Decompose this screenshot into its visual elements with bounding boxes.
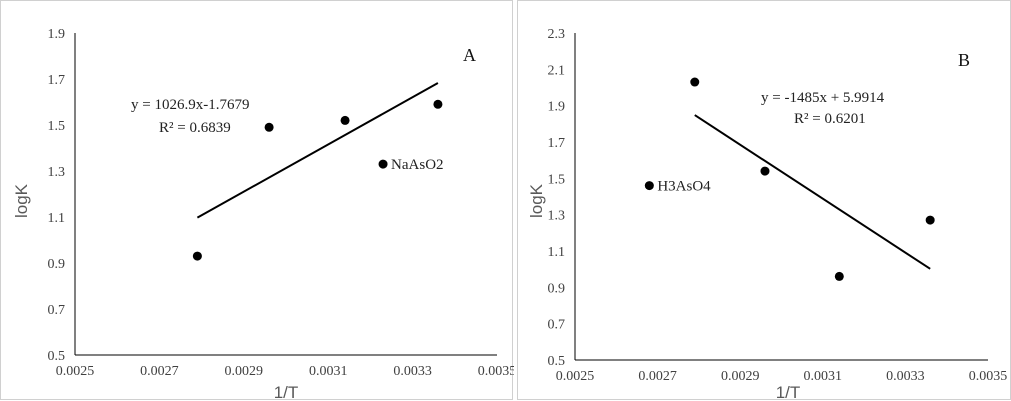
- data-point: [925, 215, 935, 225]
- y-tick-label: 0.7: [548, 318, 566, 333]
- data-point: [433, 99, 443, 109]
- y-tick-label: 0.9: [48, 257, 66, 272]
- x-tick-label: 0.0029: [721, 369, 760, 384]
- x-tick-label: 0.0031: [804, 369, 843, 384]
- y-tick-label: 1.1: [48, 211, 66, 226]
- x-tick-labels: 0.0025 0.0027 0.0029 0.0031 0.0033 0.0035: [56, 364, 514, 379]
- x-tick-label: 0.0035: [478, 364, 514, 379]
- x-tick-label: 0.0025: [56, 364, 95, 379]
- r-squared-label: R² = 0.6201: [794, 111, 866, 127]
- x-axis-title: 1/T: [274, 383, 299, 401]
- y-tick-label: 1.3: [548, 209, 566, 224]
- x-tick-label: 0.0033: [886, 369, 925, 384]
- y-tick-label: 2.1: [548, 63, 566, 78]
- panel-letter: A: [463, 45, 476, 65]
- chart-a-svg: 0.50.70.91.11.31.51.71.9 0.0025 0.0027 0.0…: [12, 27, 514, 401]
- y-tick-label: 1.1: [548, 245, 566, 260]
- y-tick-label: 1.3: [48, 165, 66, 180]
- x-tick-label: 0.0027: [140, 364, 179, 379]
- trendline: [196, 82, 439, 219]
- chart-panel-a: 0.5 0.7 0.9 1.1 1.3 1.5 1.7 1.9 0.0025 0.0027 0.0…: [0, 0, 514, 401]
- y-tick-label: 0.5: [548, 354, 566, 369]
- y-tick-label: 0.5: [48, 349, 66, 364]
- x-tick-labels: 0.0025 0.0027 0.0029 0.0031 0.0033 0.0035: [556, 369, 1008, 384]
- data-points: [192, 99, 443, 261]
- y-tick-label: 1.5: [48, 119, 66, 134]
- chart-b-svg: 0.50.70.91.11.31.51.71.92.12.3 0.0025 0.0…: [527, 27, 1008, 401]
- x-tick-label: 0.0025: [556, 369, 595, 384]
- x-tick-label: 0.0035: [969, 369, 1008, 384]
- data-point: [192, 251, 202, 261]
- y-tick-labels: 0.5 0.7 0.9 1.1 1.3 1.5 1.7 1.9 2.1 2.3: [548, 27, 566, 369]
- chart-panel-b: 0.5 0.7 0.9 1.1 1.3 1.5 1.7 1.9 2.1 2.3 0.0025 0.0…: [517, 0, 1011, 401]
- trendline-equation: y = 1026.9x-1.7679: [131, 97, 249, 113]
- y-tick-labels: 0.5 0.7 0.9 1.1 1.3 1.5 1.7 1.9: [48, 27, 66, 364]
- y-tick-label: 1.9: [548, 100, 566, 115]
- point-label: H3AsO4: [657, 179, 711, 195]
- y-tick-label: 0.7: [48, 303, 66, 318]
- x-axis-title: 1/T: [776, 383, 801, 401]
- data-point: [690, 77, 700, 87]
- x-tick-label: 0.0029: [225, 364, 264, 379]
- data-point: [264, 122, 274, 132]
- y-tick-label: 1.7: [548, 136, 566, 151]
- y-tick-label: 2.3: [548, 27, 566, 42]
- labeled-data-point: [378, 159, 388, 169]
- x-tick-label: 0.0027: [638, 369, 677, 384]
- data-points: [690, 77, 935, 281]
- point-label: NaAsO2: [391, 157, 444, 173]
- trendline-equation: y = -1485x + 5.9914: [761, 90, 885, 106]
- data-point: [834, 271, 844, 281]
- x-tick-label: 0.0033: [393, 364, 432, 379]
- r-squared-label: R² = 0.6839: [159, 120, 231, 136]
- labeled-point: NaAsO2: [378, 157, 444, 173]
- y-tick-label: 1.7: [48, 73, 66, 88]
- y-tick-label: 1.9: [48, 27, 66, 42]
- panel-letter: B: [958, 50, 970, 70]
- y-tick-label: 1.5: [548, 172, 566, 187]
- y-axis-title: logK: [12, 183, 31, 218]
- data-point: [760, 166, 770, 176]
- y-tick-label: 0.9: [548, 281, 566, 296]
- y-axis-title: logK: [527, 183, 546, 218]
- labeled-point: H3AsO4: [644, 179, 711, 195]
- data-point: [340, 115, 350, 125]
- labeled-data-point: [644, 181, 654, 191]
- x-tick-label: 0.0031: [309, 364, 348, 379]
- trendline: [694, 114, 931, 270]
